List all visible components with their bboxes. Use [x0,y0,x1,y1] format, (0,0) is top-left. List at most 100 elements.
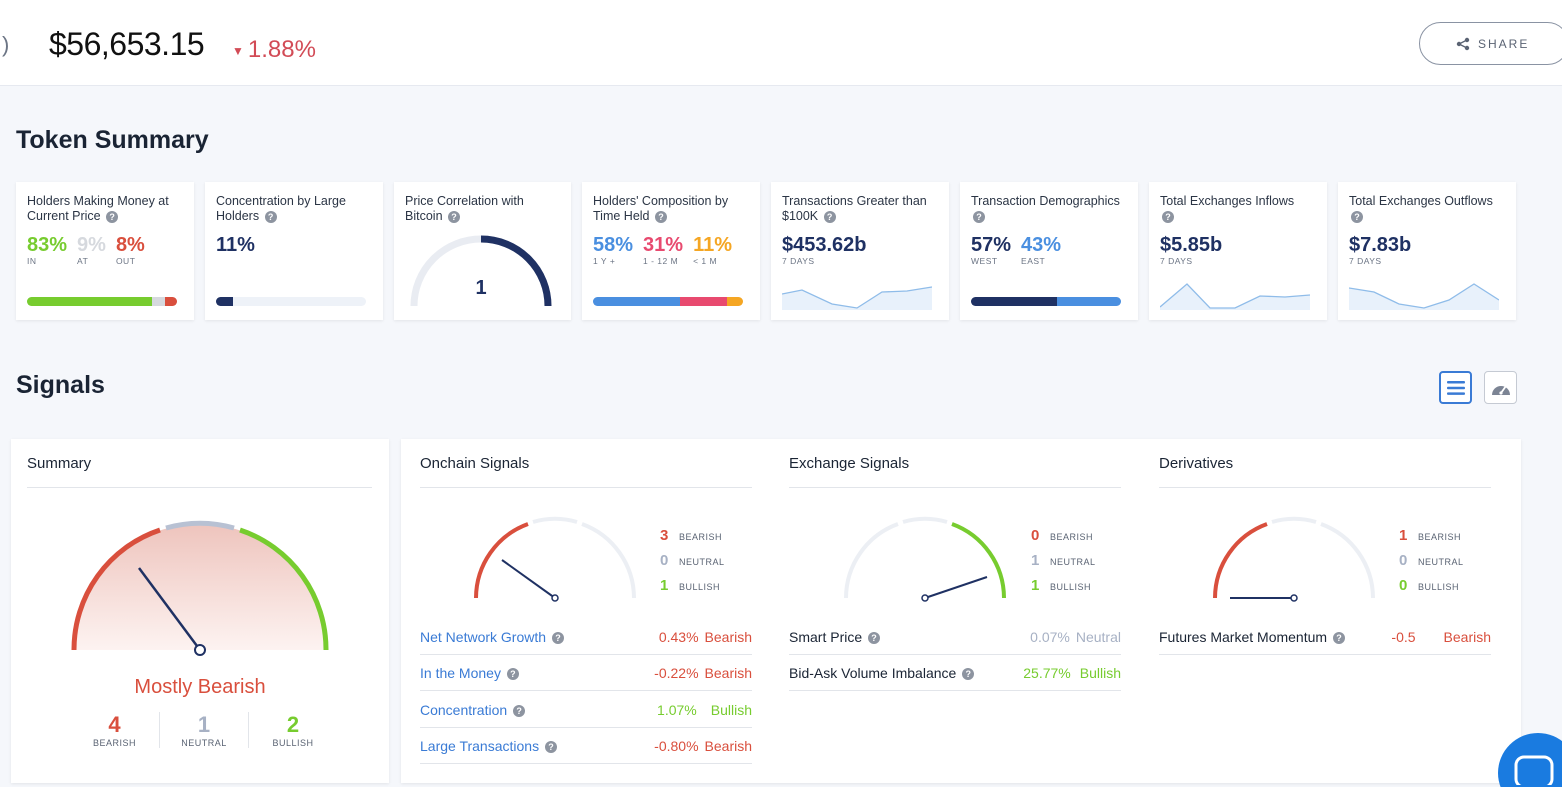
concentration-bar [216,297,366,306]
west-value: 57% [971,234,1012,256]
help-icon[interactable]: ? [823,210,836,223]
exchange-legend: 0 BEARISH 1 NEUTRAL 1 BULLISH [1031,524,1096,599]
bar-segment-in [27,297,152,306]
signal-row[interactable]: Futures Market Momentum ? -0.5 Bearish [1159,619,1491,655]
signals-detail-panel [401,439,1521,783]
current-price: $56,653.15 [49,26,205,62]
signal-pct: 25.77% [1023,664,1071,681]
list-view-button[interactable] [1439,371,1472,404]
neutral-count-label: NEUTRAL [181,738,227,748]
legend-bullish-label: BULLISH [1418,582,1460,592]
help-icon[interactable]: ? [1162,210,1174,223]
price-change: ▼ 1.88% [232,36,316,64]
bearish-count: 4 [108,712,121,737]
card-title: Concentration by Large Holders [216,194,346,223]
help-icon[interactable]: ? [973,210,985,223]
inflows-value: $5.85b [1160,234,1223,256]
help-icon[interactable]: ? [544,740,557,753]
chat-widget-button[interactable] [1498,733,1562,787]
divider [1159,487,1491,488]
legend-bearish-count: 0 [1031,527,1040,544]
legend-neutral-label: NEUTRAL [1418,557,1464,567]
signal-name-link[interactable]: In the Money [420,664,501,681]
card-transaction-demographics[interactable]: Transaction Demographics? 57% WEST 43% EAS… [960,182,1138,320]
bar-segment-out [165,297,177,306]
help-icon[interactable]: ? [1351,210,1363,223]
token-summary-title: Token Summary [16,126,209,154]
short-term-value: 11% [693,234,732,256]
help-icon[interactable]: ? [448,210,461,223]
legend-bearish-count: 3 [660,527,669,544]
signal-name-link[interactable]: Large Transactions [420,737,540,754]
signal-pct: 1.07% [657,701,697,718]
help-icon[interactable]: ? [962,667,975,680]
at-money-value: 9% [77,234,106,256]
card-title: Total Exchanges Inflows [1160,194,1295,208]
card-concentration[interactable]: Concentration by Large Holders ? 11% [205,182,383,320]
bar-segment-1-12m [680,297,727,306]
signal-row[interactable]: Bid-Ask Volume Imbalance ? 25.77% Bullis… [789,655,1121,691]
legend-bearish-label: BEARISH [1418,532,1462,542]
signal-name-link[interactable]: Concentration [420,701,508,718]
summary-gauge [71,520,329,656]
card-title: Holders Making Money at Current Price [27,194,169,223]
mid-term-label: 1 - 12 M [643,256,679,266]
legend-bullish-label: BULLISH [679,582,721,592]
help-icon[interactable]: ? [106,210,119,223]
legend-bullish-label: BULLISH [1050,582,1092,592]
help-icon[interactable]: ? [1332,631,1345,644]
derivatives-gauge [1213,516,1375,602]
help-icon[interactable]: ? [264,210,277,223]
card-holders-making-money[interactable]: Holders Making Money at Current Price ? … [16,182,194,320]
card-exchange-outflows[interactable]: Total Exchanges Outflows? $7.83b 7 DAYS [1338,182,1516,320]
help-icon[interactable]: ? [551,631,564,644]
correlation-value: 1 [475,277,486,299]
demographics-bar [971,297,1121,306]
help-icon[interactable]: ? [506,667,519,680]
signal-name: Futures Market Momentum [1159,628,1328,645]
gauge-view-button[interactable] [1484,371,1517,404]
legend-bearish-label: BEARISH [679,532,723,542]
card-title: Holders' Composition by Time Held [593,194,729,223]
legend-neutral-label: NEUTRAL [1050,557,1096,567]
derivatives-legend: 1 BEARISH 0 NEUTRAL 0 BULLISH [1399,524,1464,599]
in-money-label: IN [27,256,37,266]
signal-pct: -0.80% [654,737,699,754]
list-icon [1446,380,1465,395]
legend-bullish-count: 1 [660,577,669,594]
signal-row[interactable]: Smart Price ? 0.07% Neutral [789,619,1121,655]
help-icon[interactable]: ? [868,631,881,644]
neutral-count: 1 [197,712,211,737]
card-exchange-inflows[interactable]: Total Exchanges Inflows? $5.85b 7 DAYS [1149,182,1327,320]
east-value: 43% [1021,234,1062,256]
large-tx-value: $453.62b [782,234,867,256]
inflows-period: 7 DAYS [1160,256,1193,266]
legend-neutral-label: NEUTRAL [679,557,725,567]
signal-row[interactable]: Net Network Growth ? 0.43% Bearish [420,619,752,655]
west-label: WEST [971,256,998,266]
concentration-value: 11% [216,234,255,256]
signal-name-link[interactable]: Net Network Growth [420,628,547,645]
signal-row[interactable]: Concentration ? 1.07% Bullish [420,692,752,728]
signal-row[interactable]: In the Money ? -0.22% Bearish [420,655,752,691]
summary-verdict: Mostly Bearish [134,676,266,698]
signals-title: Signals [16,371,105,399]
gauge-fill [480,235,552,307]
legend-neutral-count: 0 [660,552,669,569]
long-term-label: 1 Y + [593,256,616,266]
help-icon[interactable]: ? [654,210,667,223]
legend-neutral-count: 1 [1031,552,1040,569]
card-holders-composition[interactable]: Holders' Composition by Time Held ? 58% 1… [582,182,760,320]
price-change-value: 1.88% [247,36,316,63]
help-icon[interactable]: ? [513,704,526,717]
bullish-count-label: BULLISH [272,738,314,748]
card-large-transactions[interactable]: Transactions Greater than $100K ? $453.6… [771,182,949,320]
mid-term-value: 31% [643,234,684,256]
signal-pct: -0.22% [654,664,699,681]
truncated-text: ) [2,32,10,57]
card-price-correlation[interactable]: Price Correlation with Bitcoin ? 1 [394,182,571,320]
share-button[interactable]: SHARE [1419,22,1562,65]
signal-row[interactable]: Large Transactions ? -0.80% Bearish [420,728,752,764]
at-money-label: AT [77,256,89,266]
signal-pct: 0.07% [1030,628,1070,645]
